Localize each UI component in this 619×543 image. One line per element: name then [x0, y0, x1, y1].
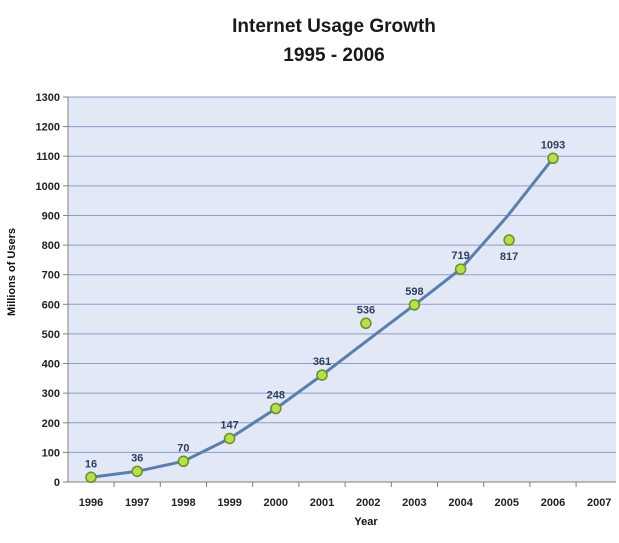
y-axis-label: Millions of Users	[6, 228, 18, 316]
y-tick-label: 900	[42, 210, 60, 222]
data-label: 70	[177, 442, 189, 454]
y-tick-labels: 0 100 200 300 400 500 600 700 800 900 1000 1100 1200…	[36, 92, 68, 489]
x-tick-labels: 1996 1997 1998 1999 2000 2001 2002 2003 2004 2005…	[79, 482, 611, 509]
chart-title: Internet Usage Growth	[232, 16, 436, 37]
data-label: 16	[85, 458, 97, 470]
x-tick-label: 2005	[495, 497, 519, 509]
data-point	[270, 402, 282, 415]
data-label: 147	[220, 419, 238, 431]
x-tick-label: 2001	[310, 497, 334, 509]
y-tick-label: 400	[42, 359, 60, 371]
data-point	[408, 299, 421, 311]
data-point	[131, 465, 143, 478]
y-tick-label: 300	[42, 388, 60, 400]
x-tick-label: 1998	[171, 497, 195, 509]
data-point	[360, 317, 372, 330]
y-tick-label: 800	[42, 240, 60, 252]
y-tick-label: 1100	[36, 151, 60, 163]
x-tick-label: 1996	[79, 497, 103, 509]
y-tick-label: 700	[42, 270, 60, 282]
y-tick-label: 1200	[36, 122, 60, 134]
data-point	[316, 369, 328, 381]
data-point	[454, 263, 467, 275]
y-tick-label: 1300	[36, 92, 60, 104]
data-points	[85, 152, 559, 484]
x-tick-label: 2003	[402, 497, 426, 509]
data-point	[177, 455, 190, 468]
y-tick-label: 600	[42, 299, 60, 311]
x-tick-label: 1999	[217, 497, 241, 509]
data-point	[85, 471, 97, 484]
data-label: 361	[313, 356, 331, 368]
grid-lines	[68, 96, 616, 453]
y-tick-label: 500	[42, 329, 60, 341]
data-label: 817	[500, 251, 518, 263]
data-label: 598	[405, 286, 423, 298]
x-tick-label: 2007	[587, 497, 611, 509]
data-point	[547, 152, 559, 165]
data-label: 719	[451, 250, 469, 262]
data-label: 36	[131, 452, 143, 464]
data-labels: 16 36 70 147 248 361 536 598 719 817 1093	[85, 139, 565, 470]
y-tick-label: 0	[54, 477, 60, 489]
x-tick-label: 2002	[356, 497, 380, 509]
y-tick-label: 200	[42, 418, 60, 430]
x-tick-label: 2006	[541, 497, 565, 509]
data-label: 1093	[541, 139, 565, 151]
y-tick-label: 100	[42, 447, 60, 459]
y-tick-label: 1000	[36, 181, 60, 193]
plot-area	[68, 97, 616, 482]
x-tick-label: 2004	[448, 497, 473, 509]
data-point	[503, 234, 515, 246]
x-tick-label: 1997	[125, 497, 149, 509]
x-axis-label: Year	[354, 516, 378, 528]
axes	[67, 97, 616, 483]
x-tick-label: 2000	[264, 497, 288, 509]
data-label: 536	[357, 304, 375, 316]
chart-subtitle: 1995 - 2006	[283, 45, 384, 66]
data-label: 248	[267, 390, 285, 402]
data-point	[223, 432, 236, 445]
